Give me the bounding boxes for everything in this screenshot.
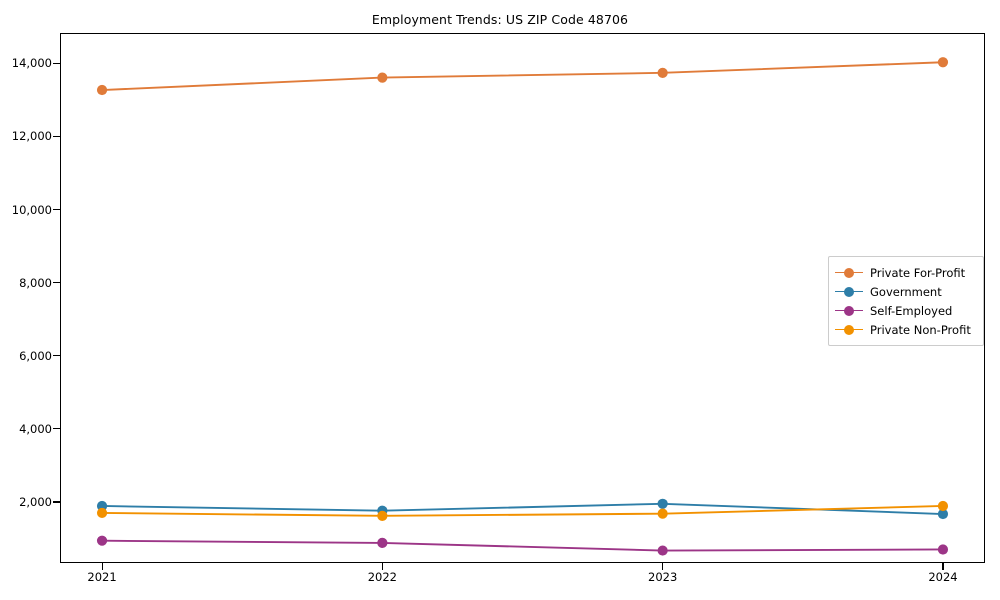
series-line bbox=[101, 505, 944, 517]
legend-marker-icon bbox=[835, 285, 863, 299]
data-point-marker bbox=[657, 67, 668, 78]
legend-marker-icon bbox=[835, 323, 863, 337]
x-axis-tick-mark bbox=[942, 563, 944, 570]
legend-item[interactable]: Government bbox=[835, 282, 976, 301]
data-point-marker bbox=[96, 84, 108, 96]
y-axis-tick-label: 2,000 bbox=[19, 494, 52, 509]
chart-legend: Private For-Profit Government Self-Employe… bbox=[828, 256, 984, 346]
y-axis-tick-mark bbox=[53, 428, 60, 430]
legend-label: Self-Employed bbox=[870, 303, 953, 318]
data-point-marker bbox=[937, 57, 949, 68]
series-private-for-profit bbox=[96, 57, 949, 96]
legend-item[interactable]: Private For-Profit bbox=[835, 263, 976, 282]
y-axis-tick-labels: 2,000 4,000 6,000 8,000 10,000 12,000 14,000 bbox=[0, 0, 52, 600]
x-axis-tick-label: 2021 bbox=[87, 570, 117, 584]
series-line bbox=[101, 61, 944, 91]
x-axis-tick-label: 2022 bbox=[367, 570, 397, 584]
legend-marker-icon bbox=[835, 304, 863, 318]
chart-title: Employment Trends: US ZIP Code 48706 bbox=[371, 12, 629, 27]
data-point-marker bbox=[937, 500, 949, 512]
data-point-marker bbox=[377, 510, 388, 521]
series-private-non-profit bbox=[96, 500, 949, 521]
data-point-marker bbox=[96, 507, 108, 519]
legend-label: Government bbox=[870, 284, 942, 299]
legend-marker-icon bbox=[835, 266, 863, 280]
series-line bbox=[101, 539, 944, 552]
y-axis-tick-label: 14,000 bbox=[11, 56, 52, 71]
y-axis-tick-label: 8,000 bbox=[19, 275, 52, 290]
x-axis-tick-mark bbox=[381, 563, 383, 570]
data-point-marker bbox=[657, 508, 668, 519]
y-axis-tick-mark bbox=[53, 355, 60, 357]
x-axis-tick-mark bbox=[662, 563, 664, 570]
y-axis-tick-mark bbox=[53, 209, 60, 211]
plot-area-frame bbox=[60, 33, 985, 563]
data-point-marker bbox=[657, 498, 668, 509]
x-axis-tick-label: 2024 bbox=[928, 570, 958, 584]
data-point-marker bbox=[377, 72, 388, 83]
data-point-marker bbox=[377, 537, 388, 548]
y-axis-tick-mark bbox=[53, 282, 60, 284]
y-axis-tick-mark bbox=[53, 62, 60, 64]
data-point-marker bbox=[657, 545, 668, 556]
x-axis-tick-mark bbox=[101, 563, 103, 570]
legend-label: Private Non-Profit bbox=[870, 322, 971, 337]
y-axis-tick-label: 12,000 bbox=[11, 129, 52, 144]
legend-label: Private For-Profit bbox=[870, 265, 966, 280]
y-axis-tick-label: 4,000 bbox=[19, 421, 52, 436]
y-axis-tick-mark bbox=[53, 135, 60, 138]
y-axis-tick-label: 10,000 bbox=[11, 202, 52, 217]
data-point-marker bbox=[937, 508, 949, 520]
legend-item[interactable]: Self-Employed bbox=[835, 301, 976, 320]
series-self-employed bbox=[96, 535, 949, 556]
data-point-marker bbox=[937, 544, 949, 555]
x-axis-tick-label: 2023 bbox=[648, 570, 678, 584]
y-axis-tick-mark bbox=[53, 501, 60, 503]
plot-series-layer bbox=[96, 57, 949, 556]
y-axis-tick-label: 6,000 bbox=[19, 348, 52, 363]
legend-item[interactable]: Private Non-Profit bbox=[835, 320, 976, 339]
data-point-marker bbox=[96, 535, 108, 546]
